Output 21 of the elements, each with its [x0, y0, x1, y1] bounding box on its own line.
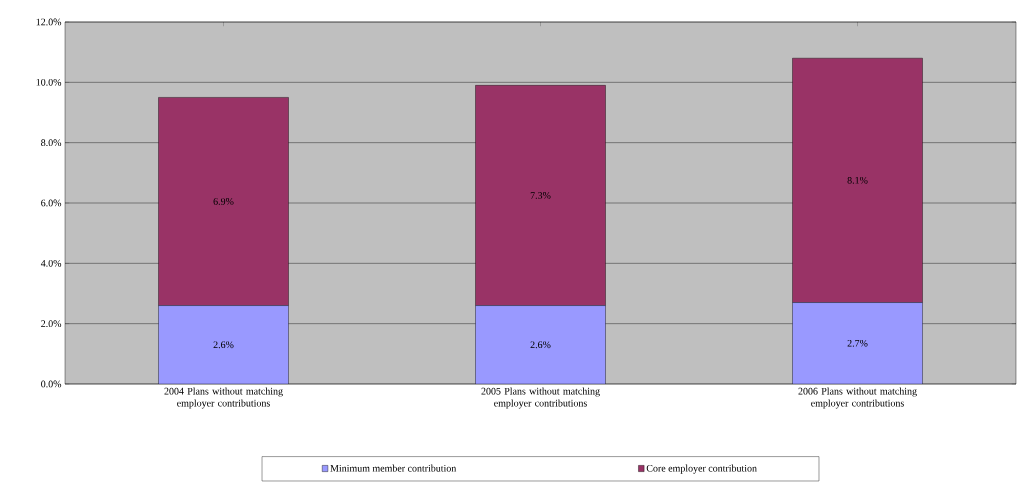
- y-tick-label: 0.0%: [41, 380, 62, 388]
- data-label: 2.7%: [847, 339, 868, 347]
- legend-label: Minimum member contribution: [330, 464, 457, 472]
- x-tick-label: 2005 Plans without matching employer contributions: [481, 387, 600, 409]
- legend-label: Core employer contribution: [646, 464, 757, 474]
- data-label: 6.9%: [213, 198, 234, 205]
- x-tick-label: 2004 Plans without matching employer contributions: [164, 387, 283, 409]
- bar: [475, 305, 606, 384]
- y-tick-label: 10.0%: [36, 78, 62, 86]
- y-tick-label: 4.0%: [40, 259, 62, 267]
- bar: [792, 302, 923, 384]
- y-tick-label: 2.0%: [41, 320, 62, 328]
- data-label: 8.1%: [847, 176, 868, 184]
- bar: [158, 305, 289, 384]
- data-label: 2.6%: [213, 341, 234, 349]
- data-label: 2.6%: [530, 341, 551, 349]
- y-tick-label: 6.0%: [41, 199, 62, 207]
- y-tick-label: 12.0%: [36, 18, 62, 26]
- data-label: 7.3%: [530, 192, 551, 199]
- y-tick-label: 8.0%: [41, 139, 62, 147]
- x-tick-label: 2006 Plans without matching employer contributions: [798, 387, 917, 409]
